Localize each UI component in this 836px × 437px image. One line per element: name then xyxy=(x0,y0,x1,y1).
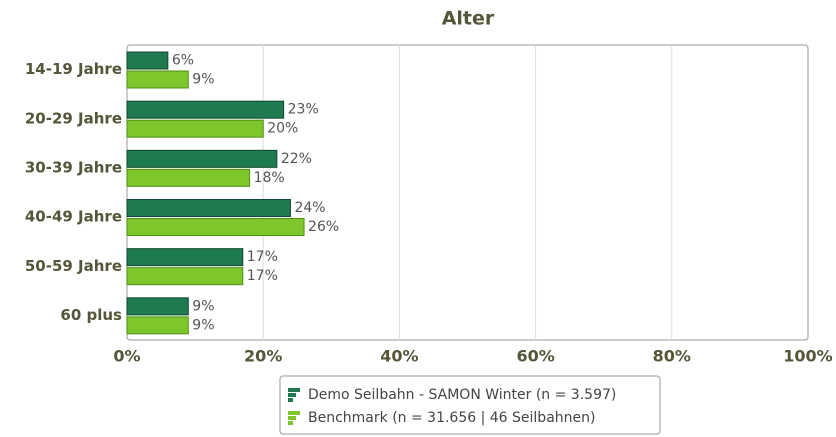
legend-label: Benchmark (n = 31.656 | 46 Seilbahnen) xyxy=(308,410,595,426)
legend-icon xyxy=(288,411,300,415)
bar xyxy=(126,248,244,267)
bar xyxy=(126,168,251,187)
y-tick-label: 50-59 Jahre xyxy=(25,257,122,275)
value-label: 22% xyxy=(281,151,312,167)
legend-icon xyxy=(288,421,293,425)
plot-frame xyxy=(126,44,809,341)
value-label: 24% xyxy=(294,200,325,216)
legend-icon xyxy=(288,393,296,397)
x-tick-label: 100% xyxy=(783,347,832,366)
bar xyxy=(126,316,189,335)
legend-box xyxy=(279,375,661,435)
x-tick-label: 80% xyxy=(653,347,691,366)
x-tick-label: 60% xyxy=(516,347,554,366)
y-tick-label: 40-49 Jahre xyxy=(25,208,122,226)
bar xyxy=(126,119,264,138)
value-label: 26% xyxy=(308,219,339,235)
y-tick-label: 20-29 Jahre xyxy=(25,109,122,127)
legend-label: Demo Seilbahn - SAMON Winter (n = 3.597) xyxy=(308,387,616,403)
y-tick-label: 60 plus xyxy=(60,306,122,324)
value-label: 20% xyxy=(267,121,298,137)
bar xyxy=(126,100,285,119)
bar xyxy=(126,297,189,316)
x-tick-label: 40% xyxy=(380,347,418,366)
value-label: 18% xyxy=(254,170,285,186)
x-tick-label: 20% xyxy=(244,347,282,366)
bar xyxy=(126,51,169,70)
bar xyxy=(126,70,189,89)
bar xyxy=(126,267,244,286)
value-label: 9% xyxy=(192,317,214,333)
chart-title: Alter xyxy=(442,8,495,30)
legend-icon xyxy=(288,398,293,402)
y-tick-label: 14-19 Jahre xyxy=(25,60,122,78)
value-label: 6% xyxy=(172,53,194,69)
value-label: 9% xyxy=(192,298,214,314)
legend-icon xyxy=(288,388,300,392)
value-label: 17% xyxy=(247,268,278,284)
x-tick-label: 0% xyxy=(113,347,140,366)
value-label: 23% xyxy=(288,102,319,118)
legend-icon xyxy=(288,416,296,420)
y-tick-label: 30-39 Jahre xyxy=(25,158,122,176)
bar xyxy=(126,218,305,236)
bar xyxy=(126,149,278,168)
value-label: 9% xyxy=(192,72,214,88)
value-label: 17% xyxy=(247,249,278,265)
bar xyxy=(126,199,291,217)
